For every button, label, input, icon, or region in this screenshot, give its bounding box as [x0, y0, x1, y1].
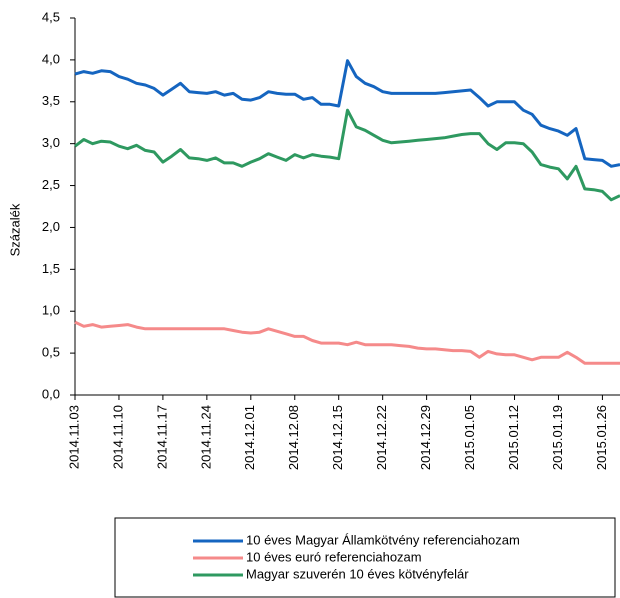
x-tick-label: 2014.11.24 — [198, 405, 213, 469]
y-tick-label: 3,0 — [42, 135, 60, 150]
y-tick-label: 2,5 — [42, 177, 60, 192]
x-tick-label: 2015.01.19 — [550, 405, 565, 470]
y-tick-label: 0,0 — [42, 386, 60, 401]
x-tick-label: 2014.12.01 — [242, 405, 257, 470]
x-tick-label: 2014.11.10 — [110, 405, 125, 469]
x-tick-label: 2015.01.26 — [594, 405, 609, 470]
series-line — [74, 108, 620, 202]
legend-label: 10 éves Magyar Államkötvény referenciaho… — [246, 532, 520, 547]
x-tick-label: 2014.12.08 — [286, 405, 301, 470]
legend-label: 10 éves euró referenciahozam — [246, 549, 422, 564]
series-line — [74, 59, 620, 168]
y-tick-label: 1,0 — [42, 303, 60, 318]
x-tick-label: 2014.12.22 — [374, 405, 389, 470]
x-tick-label: 2015.01.12 — [506, 405, 521, 470]
y-tick-label: 0,5 — [42, 345, 60, 360]
y-tick-label: 3,5 — [42, 93, 60, 108]
y-axis-label: Százalék — [7, 203, 22, 256]
x-tick-label: 2014.12.29 — [418, 405, 433, 470]
y-tick-label: 2,0 — [42, 219, 60, 234]
x-tick-label: 2014.11.03 — [66, 405, 81, 469]
x-tick-label: 2014.11.17 — [154, 405, 169, 469]
legend-label: Magyar szuverén 10 éves kötvényfelár — [246, 566, 469, 581]
series-line — [74, 320, 620, 365]
y-tick-label: 4,0 — [42, 51, 60, 66]
x-tick-label: 2015.01.05 — [462, 405, 477, 470]
x-tick-label: 2014.12.15 — [330, 405, 345, 470]
y-tick-label: 4,5 — [42, 9, 60, 24]
y-tick-label: 1,5 — [42, 261, 60, 276]
